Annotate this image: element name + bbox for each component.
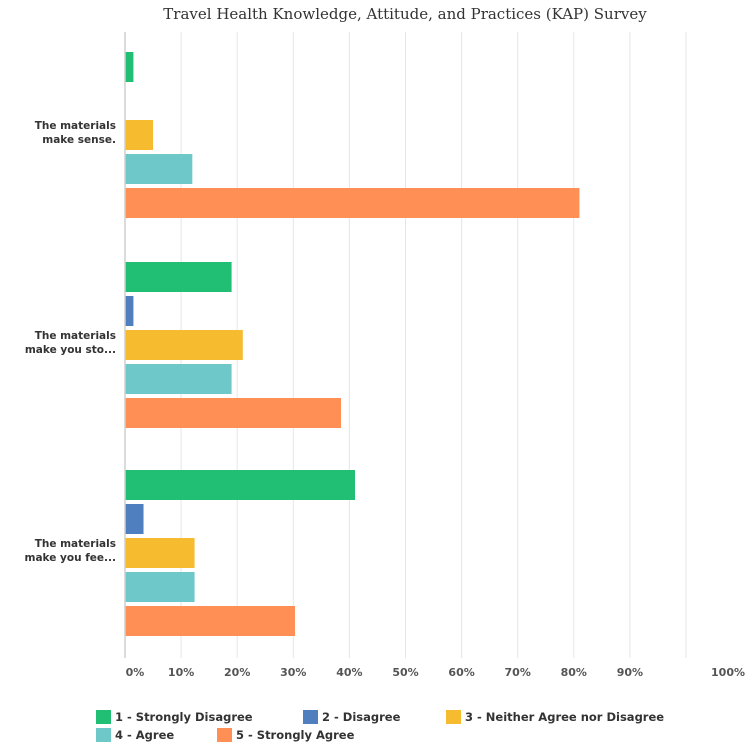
bar-2-2 (125, 296, 134, 326)
legend-swatch (96, 728, 111, 742)
category-label: The materials (35, 538, 116, 550)
legend-label: 4 - Agree (115, 728, 174, 742)
legend-swatch (446, 710, 461, 724)
category-label: The materials (35, 330, 116, 342)
bar-1-1 (125, 52, 134, 82)
bar-2-1 (125, 262, 232, 292)
legend-item: 2 - Disagree (303, 710, 401, 724)
x-tick-label: 30% (280, 666, 306, 679)
legend: 1 - Strongly Disagree 2 - Disagree 3 - Nei… (96, 710, 664, 742)
legend-item: 5 - Strongly Agree (217, 728, 355, 742)
bar-3-3 (125, 538, 195, 568)
legend-label: 1 - Strongly Disagree (115, 710, 253, 724)
legend-item: 4 - Agree (96, 728, 174, 742)
bars (125, 52, 580, 636)
category-label: make you fee... (25, 552, 116, 564)
bar-1-5 (125, 188, 580, 218)
bar-2-3 (125, 330, 243, 360)
legend-label: 2 - Disagree (322, 710, 401, 724)
legend-item: 1 - Strongly Disagree (96, 710, 253, 724)
bar-1-4 (125, 154, 193, 184)
bar-2-4 (125, 364, 232, 394)
chart-title: Travel Health Knowledge, Attitude, and P… (163, 5, 647, 23)
legend-item: 3 - Neither Agree nor Disagree (446, 710, 664, 724)
x-tick-label: 10% (168, 666, 194, 679)
legend-label: 5 - Strongly Agree (236, 728, 355, 742)
bar-3-2 (125, 504, 144, 534)
grid-lines (180, 32, 687, 658)
category-label: make sense. (42, 134, 116, 146)
x-tick-label: 80% (561, 666, 587, 679)
legend-swatch (96, 710, 111, 724)
x-tick-label: 70% (505, 666, 531, 679)
x-tick-label: 60% (448, 666, 474, 679)
category-label: The materials (35, 120, 116, 132)
bar-2-5 (125, 398, 341, 428)
bar-1-3 (125, 120, 154, 150)
x-tick-label: 20% (224, 666, 250, 679)
bar-3-5 (125, 606, 295, 636)
x-tick-label: 50% (392, 666, 418, 679)
x-tick-label: 0% (126, 666, 145, 679)
legend-label: 3 - Neither Agree nor Disagree (465, 710, 664, 724)
bar-3-4 (125, 572, 195, 602)
legend-swatch (217, 728, 232, 742)
legend-swatch (303, 710, 318, 724)
bar-3-1 (125, 470, 356, 500)
x-tick-label: 40% (336, 666, 362, 679)
category-labels: The materials make sense. The materials mak… (25, 120, 116, 564)
x-tick-labels: 0% 10% 20% 30% 40% 50% 60% 70% 80% 90% 100% (126, 666, 745, 679)
category-label: make you sto... (25, 344, 116, 356)
x-tick-label: 100% (711, 666, 745, 679)
x-tick-label: 90% (617, 666, 643, 679)
